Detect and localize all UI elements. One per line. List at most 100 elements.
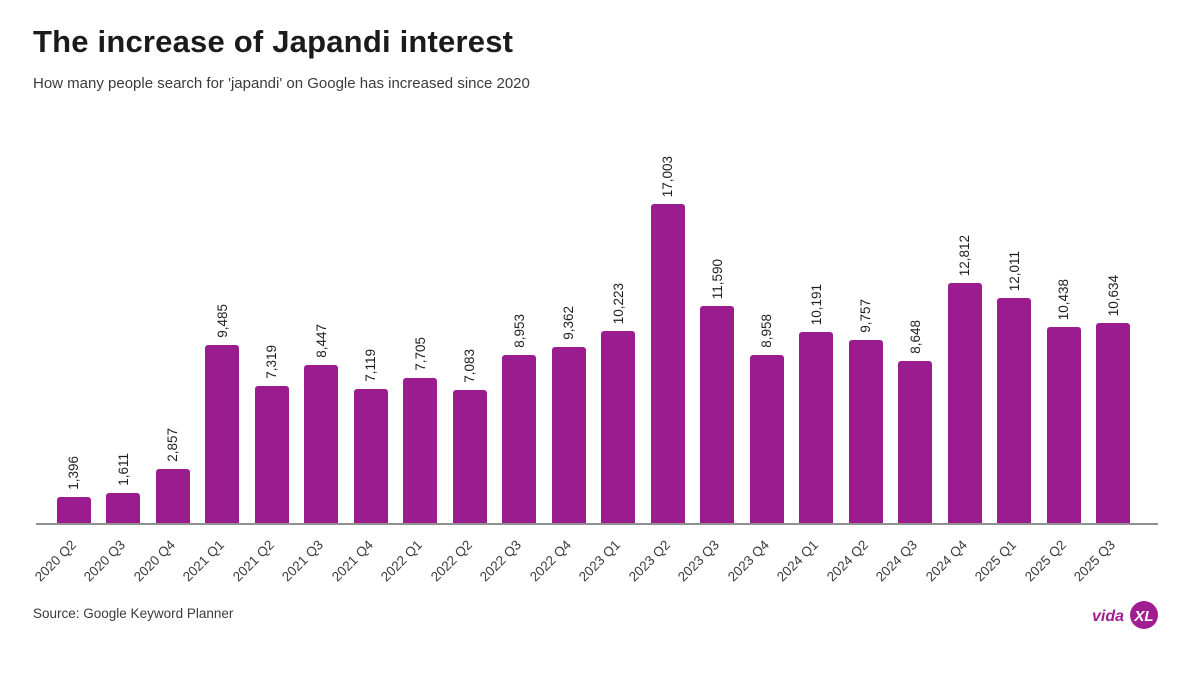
x-tick-label: 2021 Q4: [328, 537, 377, 585]
x-tick-label: 2022 Q1: [378, 537, 426, 585]
bar-value-label: 9,485: [214, 304, 230, 338]
bar: [1046, 327, 1081, 523]
x-tick-label: 2022 Q4: [526, 537, 575, 585]
bar: [1096, 323, 1131, 523]
bar-value-label: 10,634: [1105, 274, 1121, 316]
bar-value-label: 1,396: [66, 456, 82, 490]
chart-header: The increase of Japandi interest How man…: [33, 24, 530, 92]
bar: [551, 347, 586, 523]
bar-value-label: 11,590: [709, 258, 725, 299]
bar: [898, 361, 933, 523]
bar-cell: 7,083 2022 Q2: [428, 140, 495, 584]
x-axis-line: [36, 523, 1158, 525]
x-tick-label: 2024 Q3: [873, 537, 921, 585]
page-subtitle: How many people search for 'japandi' on …: [33, 75, 530, 92]
bar: [56, 497, 91, 523]
x-tick-label: 2022 Q2: [427, 537, 476, 585]
bar-cell: 11,590 2023 Q3: [675, 140, 743, 584]
x-tick-label: 2020 Q4: [130, 537, 179, 585]
bar-value-label: 8,958: [759, 314, 775, 348]
bar: [205, 345, 240, 523]
x-tick-label: 2025 Q1: [972, 537, 1020, 585]
bar-value-label: 7,319: [264, 345, 280, 379]
bar: [700, 306, 735, 523]
bar: [947, 283, 982, 523]
bar-cell: 9,757 2024 Q2: [824, 140, 891, 584]
bar: [353, 389, 388, 523]
bar: [155, 469, 190, 523]
bar-cell: 8,953 2022 Q3: [477, 140, 545, 584]
bar-cell: 7,319 2021 Q2: [230, 140, 297, 584]
x-tick-label: 2021 Q2: [229, 537, 278, 585]
logo-circle: [1130, 601, 1158, 629]
source-note: Source: Google Keyword Planner: [33, 606, 234, 621]
bar-value-label: 8,447: [313, 324, 329, 358]
x-tick-label: 2021 Q3: [279, 537, 327, 585]
bar-cell: 1,396 2020 Q2: [32, 140, 99, 584]
bar-value-label: 2,857: [165, 428, 181, 462]
x-tick-label: 2025 Q3: [1071, 537, 1119, 585]
bar-cell: 8,958 2023 Q4: [725, 140, 792, 584]
bar-cell: 10,223 2023 Q1: [576, 140, 644, 584]
bar-cell: 1,611 2020 Q3: [81, 140, 149, 584]
bar-cell: 17,003 2023 Q2: [626, 140, 693, 584]
bar: [106, 493, 141, 523]
x-tick-label: 2024 Q2: [823, 537, 872, 585]
x-tick-label: 2025 Q2: [1021, 537, 1070, 585]
bar-value-label: 9,757: [858, 299, 874, 333]
bar-cell: 8,648 2024 Q3: [873, 140, 941, 584]
bar: [749, 355, 784, 523]
bar-cell: 9,485 2021 Q1: [180, 140, 248, 584]
bar: [304, 365, 339, 523]
x-tick-label: 2023 Q2: [625, 537, 674, 585]
bar-value-label: 7,083: [462, 349, 478, 383]
bar-value-label: 1,611: [115, 453, 131, 486]
bar-value-label: 12,011: [1006, 250, 1022, 291]
bar: [403, 378, 438, 523]
x-tick-label: 2021 Q1: [180, 537, 228, 585]
bar-series: 1,396 2020 Q2 1,611 2020 Q3 2,857 2020 Q4 9,48…: [32, 140, 1158, 584]
page-title: The increase of Japandi interest: [33, 24, 514, 59]
logo-monogram: XL: [1133, 608, 1153, 625]
bar-cell: 10,634 2025 Q3: [1071, 140, 1139, 584]
bar-value-label: 10,223: [610, 282, 626, 324]
x-tick-label: 2020 Q2: [31, 537, 80, 585]
x-tick-label: 2020 Q3: [81, 537, 129, 585]
bar: [997, 298, 1032, 523]
bar: [254, 386, 289, 523]
bar-cell: 12,812 2024 Q4: [923, 140, 990, 584]
bar-cell: 7,705 2022 Q1: [378, 140, 446, 584]
bar-value-label: 7,705: [412, 337, 428, 371]
bar: [848, 340, 883, 523]
bar: [601, 331, 636, 523]
bar-value-label: 10,191: [808, 283, 824, 325]
bar-cell: 9,362 2022 Q4: [527, 140, 594, 584]
logo-wordmark: vida: [1092, 608, 1124, 625]
bar-value-label: 7,119: [363, 349, 379, 382]
vidaxl-logo: vida XL: [1092, 601, 1158, 629]
bar-chart: 1,396 2020 Q2 1,611 2020 Q3 2,857 2020 Q4 9,48…: [32, 140, 1158, 584]
bar-value-label: 17,003: [660, 155, 676, 197]
bar: [650, 204, 685, 523]
bar-cell: 7,119 2021 Q4: [329, 140, 396, 584]
bar-cell: 2,857 2020 Q4: [131, 140, 198, 584]
bar-cell: 10,438 2025 Q2: [1022, 140, 1089, 584]
x-tick-label: 2023 Q4: [724, 537, 773, 585]
bar-value-label: 12,812: [957, 234, 973, 276]
bar-value-label: 10,438: [1056, 278, 1072, 320]
bar-value-label: 8,648: [907, 320, 923, 354]
bar-value-label: 9,362: [561, 306, 577, 340]
bar: [502, 355, 537, 523]
x-tick-label: 2023 Q3: [675, 537, 723, 585]
bar-cell: 10,191 2024 Q1: [774, 140, 842, 584]
x-tick-label: 2024 Q4: [922, 537, 971, 585]
bar-cell: 8,447 2021 Q3: [279, 140, 347, 584]
x-tick-label: 2024 Q1: [774, 537, 822, 585]
x-tick-label: 2022 Q3: [477, 537, 525, 585]
x-tick-label: 2023 Q1: [576, 537, 624, 585]
bar-value-label: 8,953: [511, 314, 527, 348]
bar-cell: 12,011 2025 Q1: [972, 140, 1040, 584]
bar: [452, 390, 487, 523]
bar: [799, 332, 834, 523]
